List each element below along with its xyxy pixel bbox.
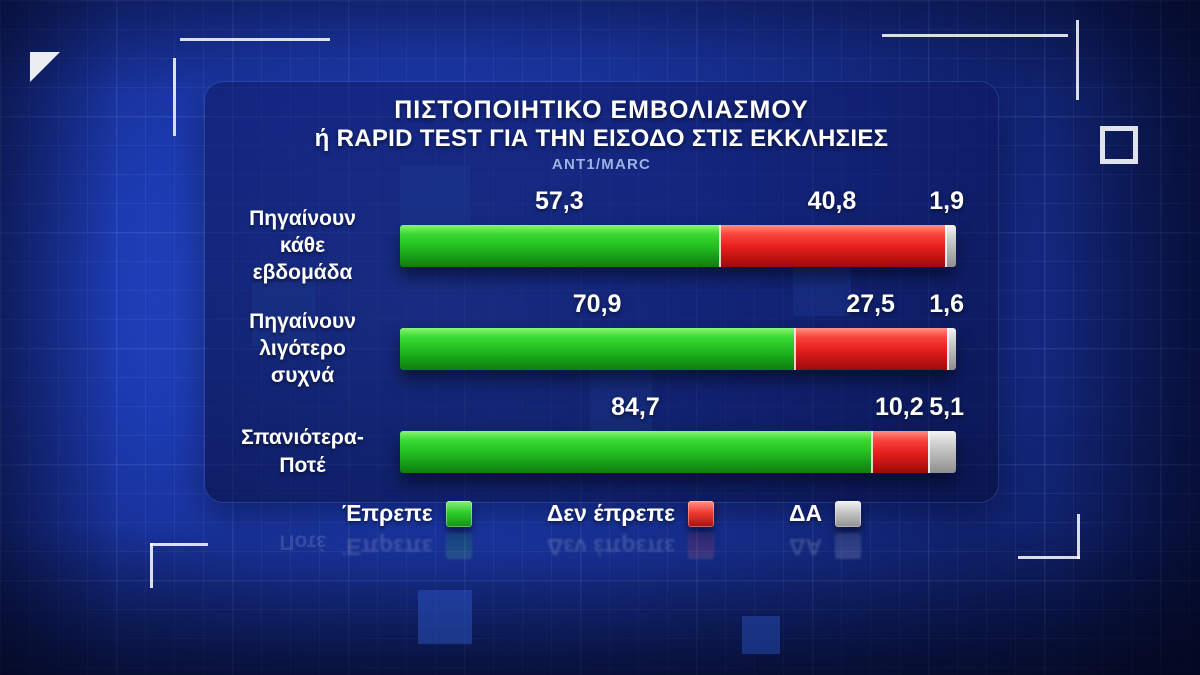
value-label-gray: 5,1 [929,393,964,421]
legend-swatch-green [445,500,472,527]
stacked-bar [400,431,956,473]
legend-swatch-red [688,500,715,527]
stacked-bar [400,328,956,370]
bar-segment-green [400,225,719,267]
bar-segment-gray [945,225,956,267]
accent-line-top-right-h [882,34,1068,37]
bar-segment-red [718,225,946,267]
stacked-bar [400,225,956,267]
bar-area: 57,3 40,8 1,9 [400,181,964,284]
accent-line-bottom-left-h [150,543,208,546]
bar-row-less-often: Πηγαίνουν λιγότερο συχνά 70,9 27,5 1,6 [205,284,998,387]
chart-title-line2: ή RAPID TEST ΓΙΑ ΤΗΝ ΕΙΣΟΔΟ ΣΤΙΣ ΕΚΚΛΗΣΙ… [314,125,889,152]
legend-label: Δεν έπρεπε [546,500,676,526]
value-label-green: 57,3 [534,187,584,215]
accent-square [418,590,472,644]
bar-segment-red [870,431,928,473]
legend-swatch-gray [835,500,862,527]
value-label-red: 27,5 [846,290,895,318]
accent-square [742,616,780,654]
chart-panel: ΠΙΣΤΟΠΟΙΗΤΙΚΟ ΕΜΒΟΛΙΑΣΜΟΥ ή RAPID TEST Γ… [205,82,998,502]
legend-item-should-not: Δεν έπρεπε [546,500,715,527]
bar-row-weekly: Πηγαίνουν κάθε εβδομάδα 57,3 40,8 1,9 [205,181,998,284]
accent-line-top-left-v [173,58,176,136]
legend-label: Έπρεπε [341,500,433,526]
category-label: Πηγαίνουν λιγότερο συχνά [249,309,356,388]
bar-area: 70,9 27,5 1,6 [400,284,964,387]
value-label-green: 70,9 [572,290,622,318]
bar-segment-red [794,328,948,370]
bar-segment-gray [947,328,956,370]
value-label-red: 10,2 [874,393,924,421]
value-label-red: 40,8 [807,187,857,215]
bar-segment-green [400,328,795,370]
category-label: Πηγαίνουν κάθε εβδομάδα [249,206,356,285]
chart-title-line1: ΠΙΣΤΟΠΟΙΗΤΙΚΟ ΕΜΒΟΛΙΑΣΜΟΥ [394,96,809,124]
triangle-accent-icon [30,52,60,82]
bar-segment-gray [927,431,956,473]
bar-rows: Πηγαίνουν κάθε εβδομάδα 57,3 40,8 1,9 Πη… [205,181,998,490]
accent-line-bottom-right-v [1077,514,1080,559]
accent-line-top-right-v [1076,20,1079,100]
bar-row-rarely-never: Σπανιότερα- Ποτέ 84,7 10,2 5,1 [205,387,998,490]
bar-segment-green [400,431,871,473]
value-label-green: 84,7 [611,393,660,421]
value-label-gray: 1,6 [929,290,964,318]
legend: Έπρεπε Δεν έπρεπε ΔΑ [205,500,998,527]
outline-square-accent-icon [1100,126,1138,164]
accent-line-top-left-h [180,38,330,41]
legend-label: ΔΑ [789,500,823,526]
accent-line-bottom-right-h [1018,556,1080,559]
bar-area: 84,7 10,2 5,1 [400,387,964,490]
legend-item-should: Έπρεπε [342,500,472,527]
category-label: Σπανιότερα- Ποτέ [241,426,364,477]
accent-line-bottom-left-v [150,543,153,588]
chart-source-label: ANT1/MARC [551,156,652,173]
value-label-gray: 1,9 [929,187,964,215]
legend-item-dk: ΔΑ [789,500,862,527]
